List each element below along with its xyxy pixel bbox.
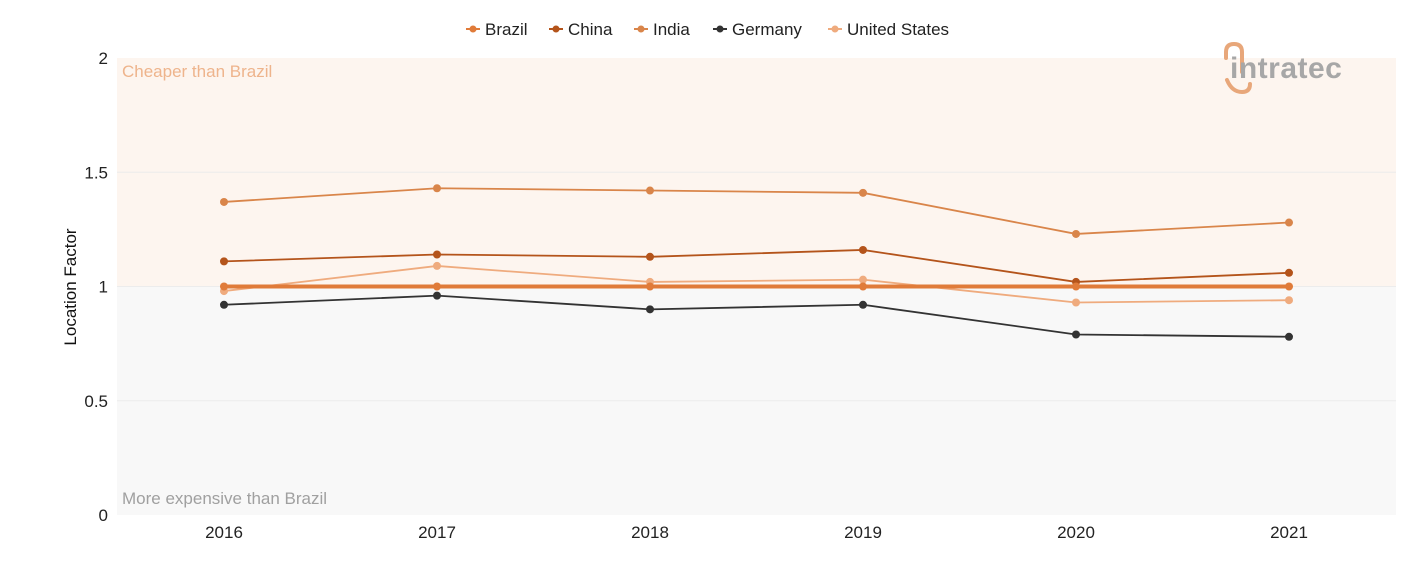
data-point[interactable]: [1285, 218, 1293, 227]
data-point[interactable]: [433, 250, 441, 259]
legend-marker-dot: [831, 25, 839, 33]
region-label: More expensive than Brazil: [122, 489, 327, 508]
data-point[interactable]: [433, 291, 441, 300]
legend-label: China: [568, 20, 613, 39]
series-china: [220, 245, 1293, 286]
data-point[interactable]: [1072, 282, 1080, 291]
legend-item[interactable]: Brazil: [466, 20, 528, 39]
data-point[interactable]: [1285, 282, 1293, 291]
data-point[interactable]: [220, 282, 228, 291]
logo-text: intratec: [1230, 52, 1342, 85]
x-tick-label: 2021: [1270, 523, 1308, 542]
data-point[interactable]: [859, 300, 867, 309]
y-tick-label: 1: [99, 278, 108, 297]
legend-label: Brazil: [485, 20, 528, 39]
data-point[interactable]: [646, 282, 654, 291]
intratec-logo: intratec: [1224, 41, 1342, 95]
legend-item[interactable]: China: [549, 20, 613, 39]
y-tick-label: 1.5: [84, 163, 108, 182]
data-point[interactable]: [433, 282, 441, 291]
data-point[interactable]: [1072, 330, 1080, 339]
data-point[interactable]: [646, 252, 654, 261]
data-point[interactable]: [433, 184, 441, 193]
y-axis-label: Location Factor: [61, 228, 80, 346]
legend-item[interactable]: India: [634, 20, 690, 39]
data-point[interactable]: [220, 197, 228, 206]
data-point[interactable]: [1285, 268, 1293, 277]
legend-marker-dot: [716, 25, 724, 33]
series-germany: [220, 291, 1293, 341]
series-united-states: [220, 261, 1293, 307]
data-point[interactable]: [859, 282, 867, 291]
legend-label: India: [653, 20, 690, 39]
data-point[interactable]: [220, 300, 228, 309]
data-point[interactable]: [1285, 332, 1293, 341]
x-tick-label: 2020: [1057, 523, 1095, 542]
x-tick-label: 2016: [205, 523, 243, 542]
y-tick-label: 0: [99, 506, 108, 525]
data-point[interactable]: [1072, 298, 1080, 307]
y-tick-label: 0.5: [84, 392, 108, 411]
data-point[interactable]: [859, 245, 867, 254]
series-line: [223, 187, 1290, 235]
data-point[interactable]: [646, 305, 654, 314]
legend-item[interactable]: United States: [828, 20, 949, 39]
x-tick-label: 2019: [844, 523, 882, 542]
series-lines: [220, 184, 1293, 341]
x-axis: 2016 2017 2018 2019 2020 2021: [205, 523, 1308, 542]
data-point[interactable]: [646, 186, 654, 195]
series-india: [220, 184, 1293, 238]
data-point[interactable]: [859, 275, 867, 284]
intratec-logo-icon: [1224, 41, 1252, 95]
series-line: [223, 265, 1290, 304]
legend-marker-dot: [552, 25, 560, 33]
region-label: Cheaper than Brazil: [122, 62, 272, 81]
data-point[interactable]: [1072, 229, 1080, 238]
y-axis: 0 0.5 1 1.5 2: [84, 49, 108, 525]
data-point[interactable]: [433, 261, 441, 270]
data-point[interactable]: [220, 257, 228, 266]
legend-item[interactable]: Germany: [713, 20, 802, 39]
data-point[interactable]: [859, 188, 867, 197]
legend-label: Germany: [732, 20, 802, 39]
legend-label: United States: [847, 20, 949, 39]
x-tick-label: 2017: [418, 523, 456, 542]
series-line: [223, 249, 1290, 283]
series-line: [223, 294, 1290, 338]
series-brazil: [220, 282, 1293, 291]
y-tick-label: 2: [99, 49, 108, 68]
legend-marker-dot: [637, 25, 645, 33]
legend[interactable]: Brazil China India Germany United States: [466, 20, 949, 39]
region-labels: Cheaper than Brazil More expensive than B…: [122, 62, 327, 508]
data-point[interactable]: [1285, 296, 1293, 305]
legend-marker-dot: [469, 25, 477, 33]
x-tick-label: 2018: [631, 523, 669, 542]
